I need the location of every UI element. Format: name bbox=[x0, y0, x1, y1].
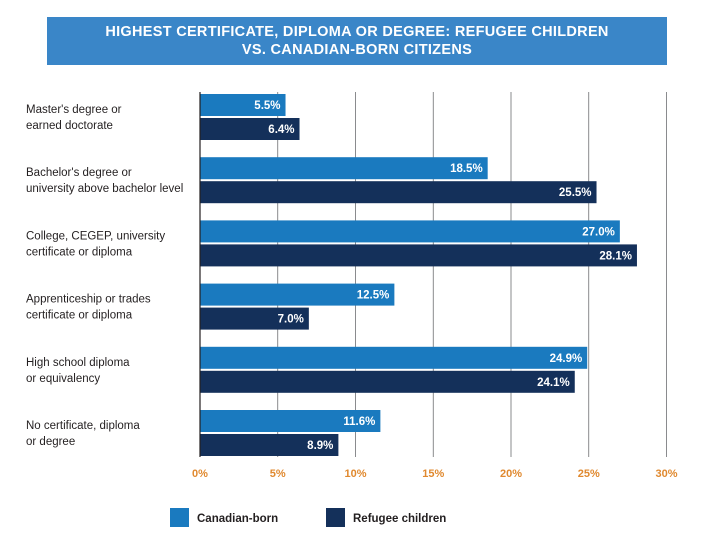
data-label: 11.6% bbox=[343, 416, 375, 428]
data-label: 28.1% bbox=[599, 250, 632, 262]
bar-refugee-children bbox=[200, 118, 300, 140]
data-label: 24.9% bbox=[550, 353, 583, 365]
x-tick-label: 5% bbox=[270, 468, 286, 480]
category-label: No certificate, diploma bbox=[26, 420, 140, 432]
bar-canadian-born bbox=[200, 94, 286, 116]
legend-label-canadian-born: Canadian-born bbox=[197, 513, 278, 525]
data-label: 12.5% bbox=[357, 290, 390, 302]
category-label: Master's degree or bbox=[26, 104, 122, 116]
bar-refugee-children bbox=[200, 181, 597, 204]
bar-canadian-born bbox=[200, 220, 620, 243]
category-label: university above bachelor level bbox=[26, 183, 183, 195]
chart-title: HIGHEST CERTIFICATE, DIPLOMA OR DEGREE: … bbox=[47, 17, 667, 65]
data-label: 27.0% bbox=[582, 226, 615, 238]
category-label: or equivalency bbox=[26, 373, 100, 385]
legend-swatch-canadian-born bbox=[170, 508, 189, 527]
data-label: 24.1% bbox=[537, 377, 570, 389]
chart-title-line-1: HIGHEST CERTIFICATE, DIPLOMA OR DEGREE: … bbox=[105, 24, 609, 40]
x-tick-label: 25% bbox=[578, 468, 600, 480]
category-label: earned doctorate bbox=[26, 120, 113, 132]
bar-refugee-children bbox=[200, 434, 339, 456]
category-label: High school diploma bbox=[26, 357, 130, 369]
bar-refugee-children bbox=[200, 244, 637, 267]
data-label: 18.5% bbox=[450, 163, 483, 175]
x-tick-label: 0% bbox=[192, 468, 208, 480]
category-label: Bachelor's degree or bbox=[26, 167, 132, 179]
data-label: 7.0% bbox=[278, 314, 304, 326]
bar-canadian-born bbox=[200, 410, 381, 432]
bar-refugee-children bbox=[200, 370, 575, 393]
category-label: or degree bbox=[26, 436, 75, 448]
x-tick-label: 20% bbox=[500, 468, 522, 480]
data-label: 25.5% bbox=[559, 187, 592, 199]
x-tick-label: 15% bbox=[422, 468, 444, 480]
data-label: 5.5% bbox=[254, 100, 280, 112]
legend-label-refugee-children: Refugee children bbox=[353, 513, 446, 525]
bar-canadian-born bbox=[200, 157, 488, 180]
category-label: certificate or diploma bbox=[26, 310, 133, 322]
category-label: certificate or diploma bbox=[26, 246, 133, 258]
chart-title-line-2: VS. CANADIAN-BORN CITIZENS bbox=[241, 42, 473, 58]
bar-canadian-born bbox=[200, 283, 395, 306]
category-label: Apprenticeship or trades bbox=[26, 294, 151, 306]
legend-swatch-refugee-children bbox=[326, 508, 345, 527]
bar-canadian-born bbox=[200, 346, 588, 369]
x-tick-label: 30% bbox=[655, 468, 677, 480]
bar-refugee-children bbox=[200, 307, 309, 330]
x-tick-label: 10% bbox=[344, 468, 366, 480]
data-label: 6.4% bbox=[268, 124, 294, 136]
category-label: College, CEGEP, university bbox=[26, 230, 165, 242]
data-label: 8.9% bbox=[307, 440, 333, 452]
